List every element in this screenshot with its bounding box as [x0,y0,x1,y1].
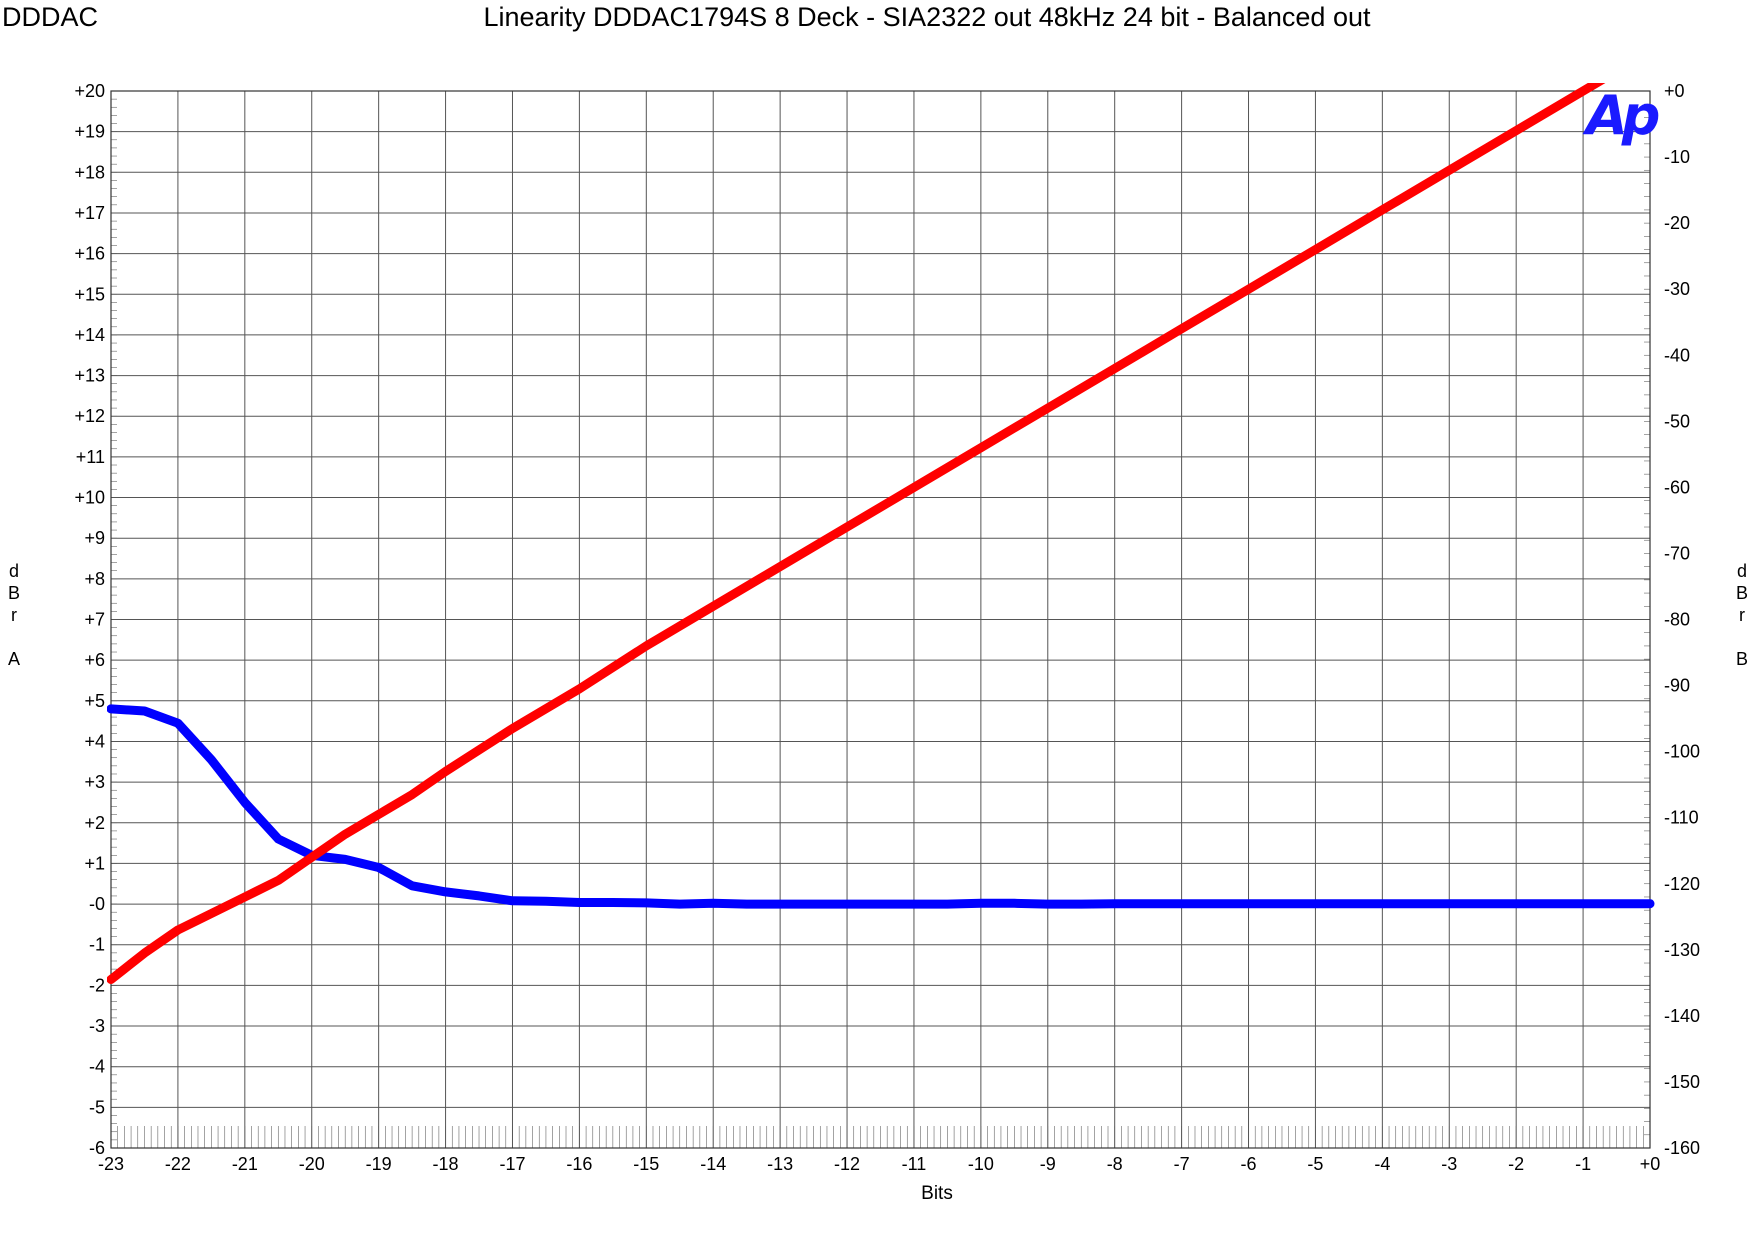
y-right-tick-label: -90 [1664,676,1690,696]
x-tick-label: -4 [1374,1154,1390,1174]
y-right-tick-label: -10 [1664,147,1690,167]
y-right-tick-label: -50 [1664,411,1690,431]
y-left-tick-label: +20 [74,81,105,101]
x-tick-label: -19 [366,1154,392,1174]
x-tick-label: -12 [834,1154,860,1174]
y-axis-label-right-char: r [1739,605,1745,625]
y-left-tick-label: +15 [74,284,105,304]
y-right-tick-label: -140 [1664,1006,1700,1026]
y-axis-label-left-char: A [7,649,20,669]
x-tick-label: -15 [633,1154,659,1174]
y-left-tick-label: -2 [89,975,105,995]
x-tick-label: -6 [1241,1154,1257,1174]
y-left-tick-label: +4 [84,731,105,751]
ap-logo-icon: Ap [1586,84,1660,147]
y-right-tick-label: -160 [1664,1138,1700,1158]
x-tick-label: -20 [299,1154,325,1174]
x-tick-label: -21 [232,1154,258,1174]
y-left-tick-label: +1 [84,853,105,873]
x-tick-label: -23 [98,1154,124,1174]
y-right-tick-label: -120 [1664,874,1700,894]
chart-title: Linearity DDDAC1794S 8 Deck - SIA2322 ou… [483,2,1371,32]
y-left-tick-label: -0 [89,894,105,914]
x-tick-label: -1 [1575,1154,1591,1174]
x-tick-label: -17 [499,1154,525,1174]
y-left-tick-label: +19 [74,122,105,142]
y-left-tick-label: -4 [89,1057,105,1077]
y-axis-label-right: d B r B [1732,560,1752,670]
y-left-tick-label: +16 [74,244,105,264]
y-left-tick-label: +11 [76,447,105,467]
x-tick-label: -16 [566,1154,592,1174]
y-right-tick-label: +0 [1664,81,1685,101]
y-left-tick-label: +18 [74,162,105,182]
x-tick-label: -5 [1307,1154,1323,1174]
y-left-tick-label: +13 [74,366,105,386]
y-right-tick-label: -60 [1664,477,1690,497]
y-left-tick-label: +5 [84,691,105,711]
x-tick-label: -11 [902,1154,927,1174]
y-left-tick-label: +7 [84,610,105,630]
y-right-tick-label: -70 [1664,543,1690,563]
y-left-tick-label: +10 [74,488,105,508]
y-right-tick-label: -40 [1664,345,1690,365]
x-tick-label: -10 [968,1154,994,1174]
y-right-tick-label: -20 [1664,213,1690,233]
y-left-tick-label: -5 [89,1097,105,1117]
x-tick-label: -3 [1441,1154,1457,1174]
y-axis-label-right-char: d [1736,561,1747,581]
series-line-red [107,83,1606,984]
y-right-tick-label: -150 [1664,1072,1700,1092]
y-left-tick-label: -3 [89,1016,105,1036]
y-right-tick-label: -80 [1664,610,1690,630]
y-left-tick-label: +8 [84,569,105,589]
y-axis-label-right-char: B [1735,649,1748,669]
x-tick-label: -22 [165,1154,191,1174]
y-right-tick-label: -30 [1664,279,1690,299]
y-left-tick-label: +9 [84,528,105,548]
y-axis-label-left-char: r [11,605,17,625]
y-right-tick-label: -110 [1664,808,1699,828]
y-axis-label-left-char: d [8,561,19,581]
y-axis-label-left: d B r A [4,560,24,670]
y-left-tick-label: -1 [89,935,105,955]
y-left-tick-label: +17 [74,203,105,223]
x-axis-label: Bits [921,1183,953,1204]
y-axis-label-left-char: B [7,583,20,603]
x-tick-label: -7 [1174,1154,1190,1174]
x-tick-label: -8 [1107,1154,1123,1174]
x-tick-label: -14 [700,1154,726,1174]
brand-label: DDDAC [2,2,99,32]
y-left-tick-label: -6 [89,1138,105,1158]
x-tick-label: -13 [767,1154,793,1174]
x-tick-label: -9 [1040,1154,1056,1174]
series-line-blue [107,704,1655,909]
y-left-tick-label: +12 [74,406,105,426]
y-left-tick-label: +14 [74,325,105,345]
x-tick-label: -2 [1508,1154,1524,1174]
y-left-tick-label: +6 [84,650,105,670]
y-axis-label-right-char: B [1735,583,1748,603]
y-right-tick-label: -130 [1664,940,1700,960]
x-tick-label: +0 [1640,1154,1661,1174]
y-left-tick-label: +3 [84,772,105,792]
x-tick-label: -18 [433,1154,459,1174]
y-left-tick-label: +2 [84,813,105,833]
plot-frame [110,90,1651,1149]
y-right-tick-label: -100 [1664,742,1700,762]
